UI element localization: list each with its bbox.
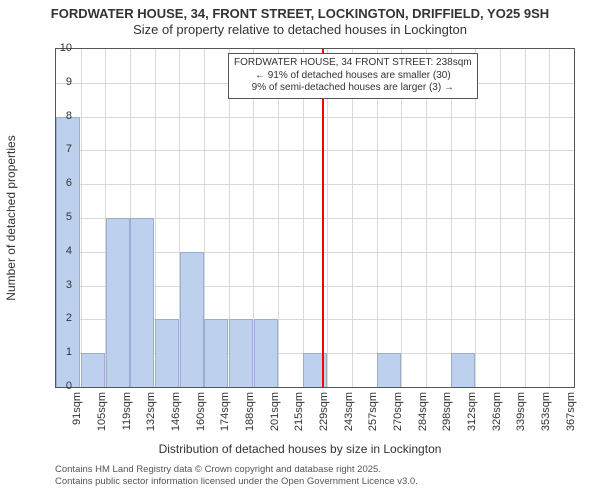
ytick-label: 2	[52, 312, 72, 324]
xtick-label: 326sqm	[491, 392, 503, 431]
annotation-line3: 9% of semi-detached houses are larger (3…	[234, 82, 472, 95]
ytick-label: 0	[52, 380, 72, 392]
title-line2: Size of property relative to detached ho…	[0, 22, 600, 38]
xtick-label: 353sqm	[540, 392, 552, 431]
xtick-label: 105sqm	[96, 392, 108, 431]
gridline-v	[278, 49, 279, 387]
xtick-label: 160sqm	[195, 392, 207, 431]
annotation-line1: FORDWATER HOUSE, 34 FRONT STREET: 238sqm	[234, 57, 472, 70]
annotation-box: FORDWATER HOUSE, 34 FRONT STREET: 238sqm…	[228, 53, 478, 99]
xtick-label: 298sqm	[441, 392, 453, 431]
histogram-bar	[377, 353, 401, 387]
xtick-label: 367sqm	[565, 392, 577, 431]
attribution-footer: Contains HM Land Registry data © Crown c…	[55, 464, 418, 488]
xtick-label: 257sqm	[367, 392, 379, 431]
ytick-label: 6	[52, 177, 72, 189]
gridline-v	[81, 49, 82, 387]
xtick-label: 91sqm	[71, 392, 83, 425]
ytick-label: 5	[52, 211, 72, 223]
xtick-label: 188sqm	[244, 392, 256, 431]
ytick-label: 7	[52, 143, 72, 155]
xtick-label: 215sqm	[293, 392, 305, 431]
gridline-v	[303, 49, 304, 387]
gridline-v	[525, 49, 526, 387]
gridline-v	[401, 49, 402, 387]
gridline-h	[56, 150, 574, 151]
xtick-label: 146sqm	[170, 392, 182, 431]
annotation-line2: ← 91% of detached houses are smaller (30…	[234, 70, 472, 83]
xtick-label: 132sqm	[145, 392, 157, 431]
xtick-label: 312sqm	[466, 392, 478, 431]
gridline-v	[451, 49, 452, 387]
gridline-v	[475, 49, 476, 387]
histogram-bar	[130, 218, 154, 387]
y-axis-label: Number of detached properties	[4, 135, 18, 300]
chart-title: FORDWATER HOUSE, 34, FRONT STREET, LOCKI…	[0, 0, 600, 39]
title-line1: FORDWATER HOUSE, 34, FRONT STREET, LOCKI…	[0, 6, 600, 22]
xtick-label: 174sqm	[219, 392, 231, 431]
ytick-label: 9	[52, 76, 72, 88]
footer-line2: Contains public sector information licen…	[55, 476, 418, 488]
ytick-label: 3	[52, 279, 72, 291]
gridline-v	[352, 49, 353, 387]
ytick-label: 8	[52, 110, 72, 122]
ytick-label: 1	[52, 346, 72, 358]
histogram-bar	[254, 319, 278, 387]
gridline-v	[549, 49, 550, 387]
histogram-chart: FORDWATER HOUSE, 34 FRONT STREET: 238sqm…	[55, 48, 575, 388]
gridline-v	[327, 49, 328, 387]
histogram-bar	[180, 252, 204, 387]
histogram-bar	[229, 319, 253, 387]
ytick-label: 4	[52, 245, 72, 257]
gridline-v	[377, 49, 378, 387]
histogram-bar	[451, 353, 475, 387]
gridline-h	[56, 184, 574, 185]
xtick-label: 119sqm	[121, 392, 133, 430]
histogram-bar	[81, 353, 105, 387]
histogram-bar	[204, 319, 228, 387]
xtick-label: 229sqm	[318, 392, 330, 431]
gridline-h	[56, 117, 574, 118]
gridline-v	[426, 49, 427, 387]
footer-line1: Contains HM Land Registry data © Crown c…	[55, 464, 418, 476]
xtick-label: 270sqm	[392, 392, 404, 431]
histogram-bar	[155, 319, 179, 387]
xtick-label: 284sqm	[417, 392, 429, 431]
property-marker-line	[322, 49, 324, 387]
xtick-label: 339sqm	[515, 392, 527, 431]
ytick-label: 10	[52, 42, 72, 54]
xtick-label: 243sqm	[343, 392, 355, 431]
x-axis-label: Distribution of detached houses by size …	[0, 442, 600, 456]
histogram-bar	[106, 218, 130, 387]
gridline-v	[500, 49, 501, 387]
xtick-label: 201sqm	[269, 392, 281, 431]
